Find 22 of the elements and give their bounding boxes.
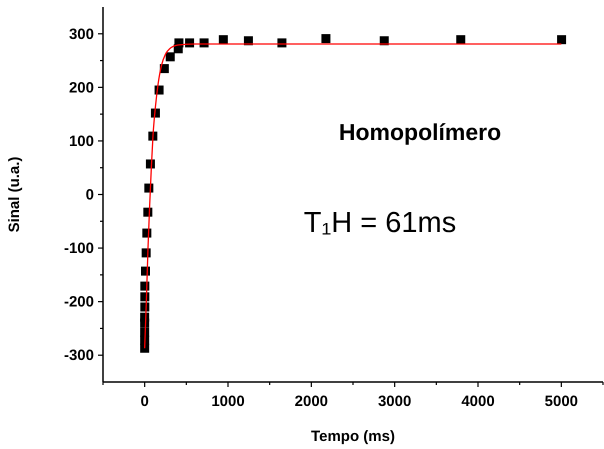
x-axis-title: Tempo (ms) (311, 428, 395, 445)
x-tick-label: 1000 (211, 393, 245, 410)
x-tick-label: 5000 (544, 393, 578, 410)
point (456, 35, 466, 44)
y-tick-label: 300 (68, 26, 94, 43)
point (166, 52, 175, 62)
y-tick-label: -200 (64, 294, 94, 311)
point (218, 35, 228, 44)
y-tick-label: 200 (68, 79, 94, 96)
point (321, 34, 330, 44)
y-tick-label: 0 (86, 186, 94, 204)
y-axis-title: Sinal (u.a.) (6, 156, 23, 232)
x-tick-label: 3000 (378, 393, 412, 410)
y-tick-label: 100 (68, 132, 94, 150)
y-tick-label: -300 (64, 347, 94, 364)
point (557, 35, 566, 44)
x-tick-label: 2000 (294, 393, 328, 410)
annotation: T₁H = 61ms (304, 207, 456, 239)
y-tick-label: -100 (64, 240, 94, 258)
x-tick-label: 0 (140, 393, 149, 410)
x-tick-label: 4000 (461, 393, 495, 410)
annotation: Homopolímero (338, 119, 502, 145)
